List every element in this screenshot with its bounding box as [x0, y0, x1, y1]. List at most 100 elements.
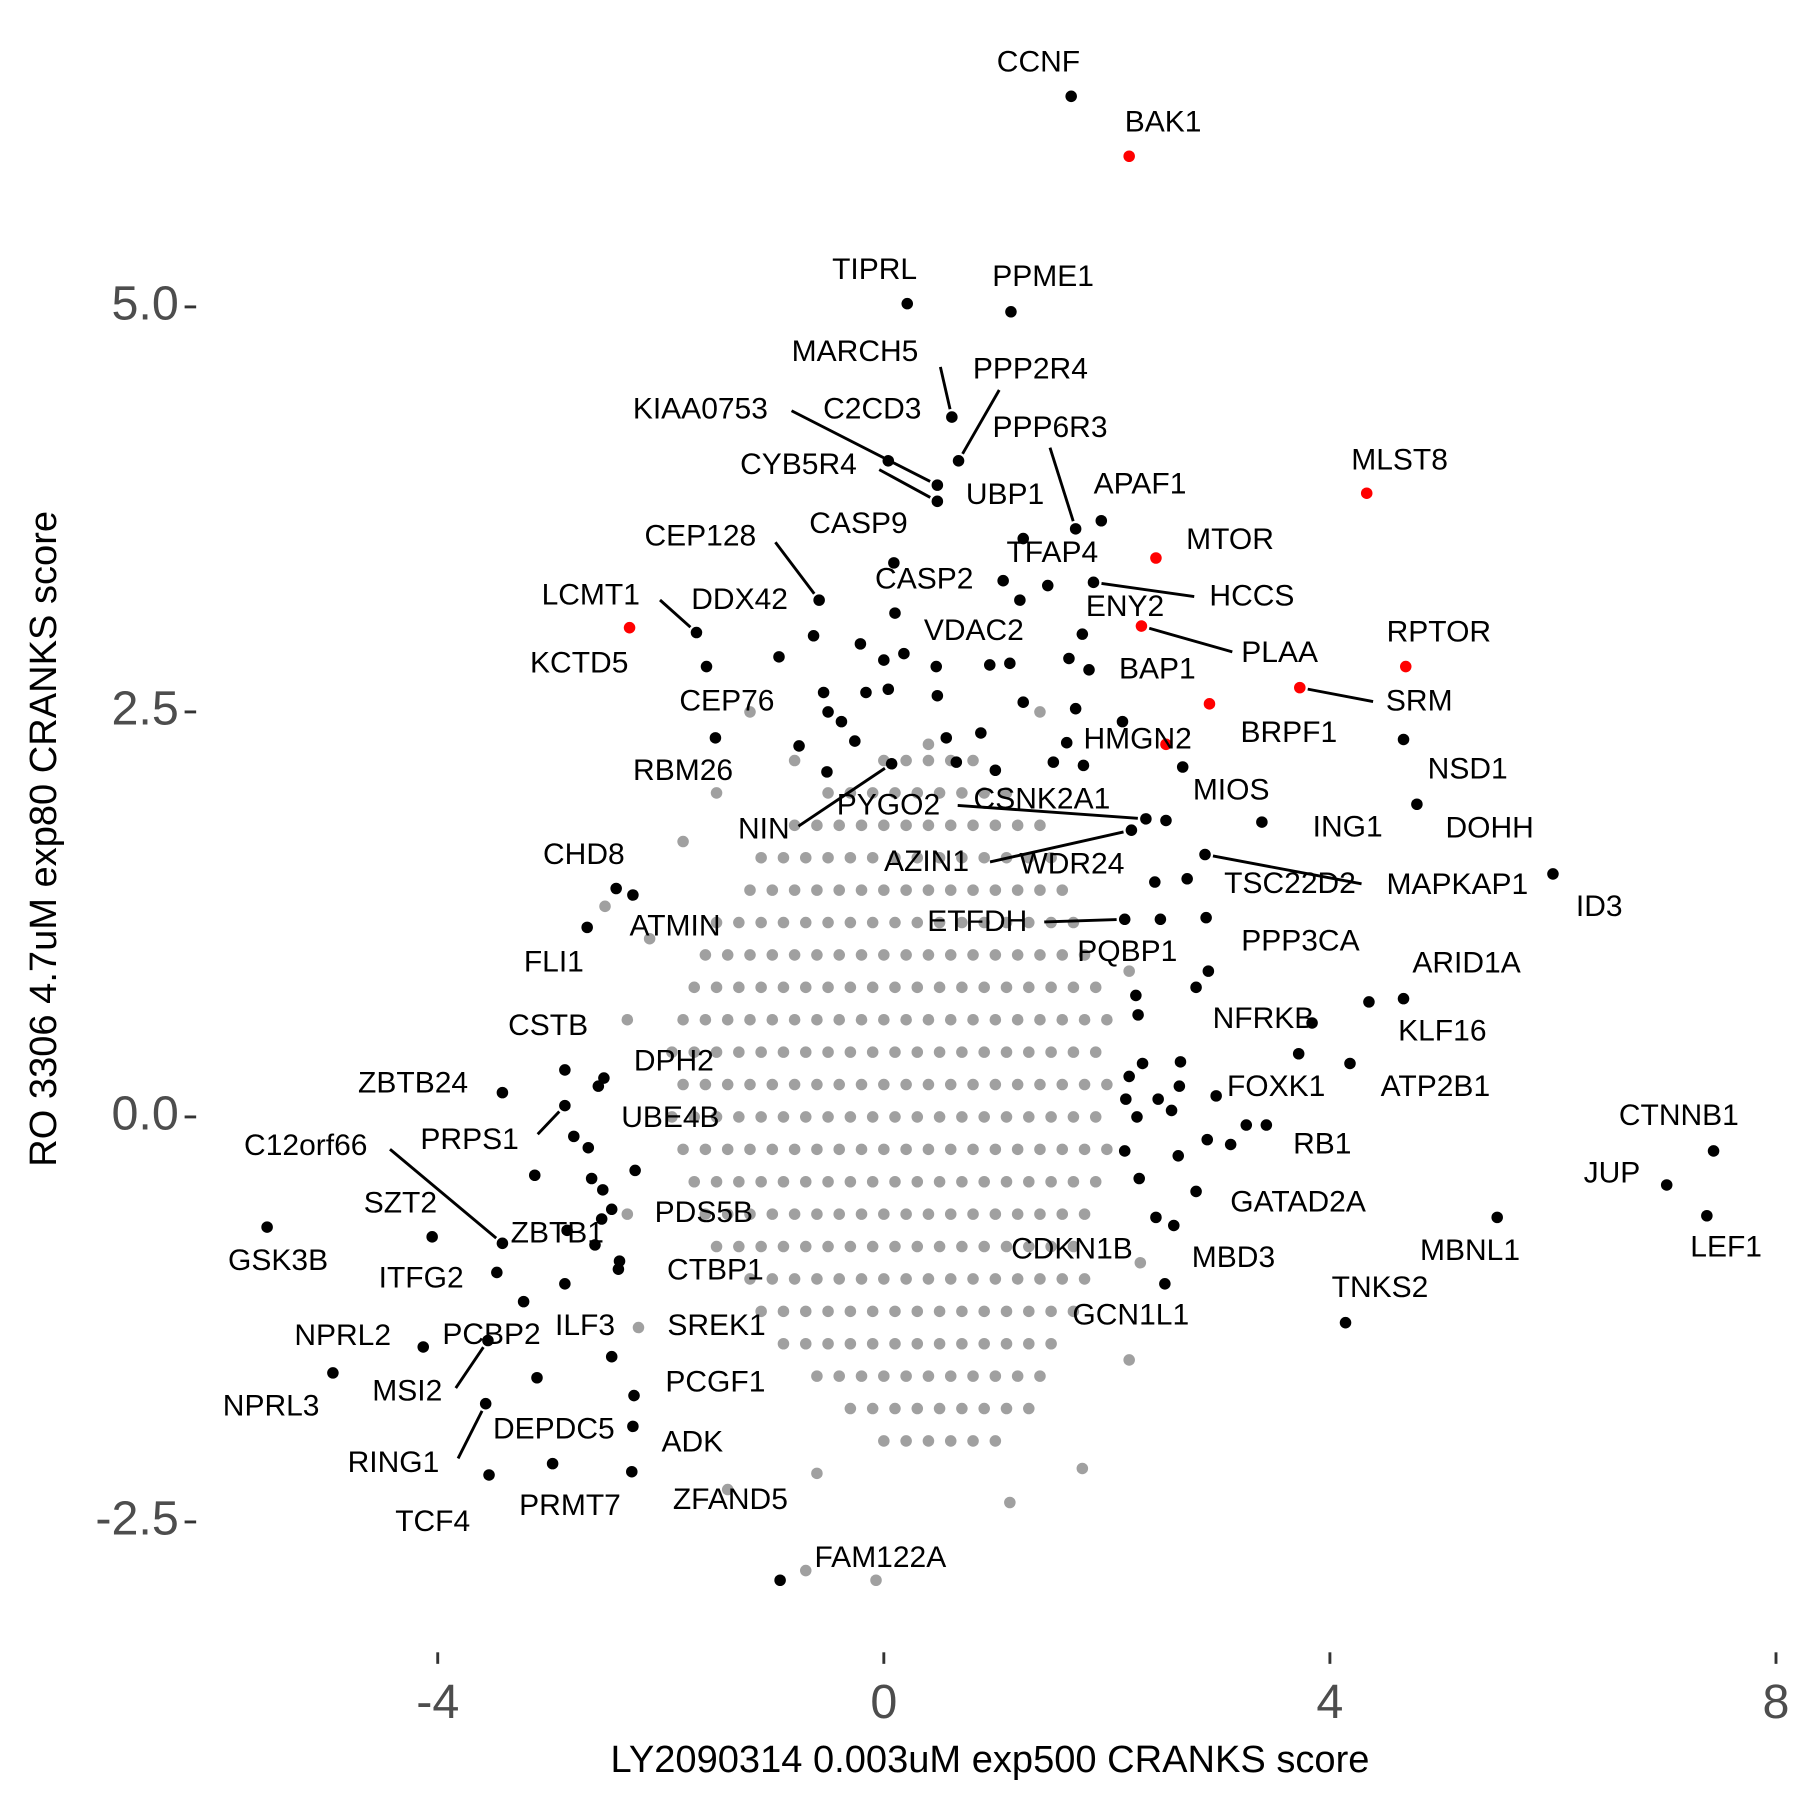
point: [822, 981, 834, 994]
point: [777, 1175, 790, 1188]
point: [1063, 652, 1075, 665]
point-label: DPH2: [634, 1045, 714, 1078]
point: [933, 1305, 946, 1318]
point: [799, 1046, 812, 1058]
point: [922, 1273, 935, 1285]
point: [744, 884, 756, 896]
point: [900, 1370, 912, 1382]
point: [889, 1046, 901, 1058]
point: [1023, 1305, 1035, 1318]
point: [1397, 992, 1410, 1005]
point: [1089, 1175, 1102, 1188]
point: [755, 981, 767, 994]
point: [882, 455, 895, 467]
point-label: CTBP1: [667, 1253, 764, 1286]
point: [1130, 989, 1142, 1002]
point: [889, 916, 901, 929]
point: [755, 1111, 767, 1123]
point-label: CSNK2A1: [974, 783, 1111, 816]
point-label: MBNL1: [1420, 1234, 1520, 1267]
point: [978, 1111, 990, 1123]
point: [788, 1013, 801, 1026]
point: [978, 1046, 990, 1058]
point: [613, 1255, 626, 1267]
point: [677, 1078, 689, 1091]
point-label: NIN: [738, 813, 790, 846]
point-label: WDR24: [1019, 847, 1124, 880]
point: [944, 949, 957, 961]
x-tick-label: 0: [870, 1675, 897, 1729]
point: [922, 1078, 935, 1091]
point: [967, 1078, 979, 1091]
point: [632, 1321, 645, 1334]
point: [688, 1175, 701, 1188]
x-tick-label: 4: [1316, 1675, 1343, 1729]
point: [666, 1111, 678, 1123]
point: [822, 706, 834, 718]
point: [807, 630, 820, 642]
point: [1123, 1354, 1135, 1366]
point: [666, 1046, 678, 1058]
point-label: ITFG2: [379, 1262, 464, 1295]
point: [1174, 1056, 1187, 1068]
point: [1011, 819, 1024, 832]
point: [944, 1078, 957, 1091]
point: [1159, 1278, 1171, 1290]
point: [878, 1143, 890, 1156]
point: [1136, 1057, 1149, 1070]
leader-line: [1101, 582, 1195, 598]
point: [559, 1064, 571, 1076]
point: [878, 1078, 890, 1091]
point-label: RBM26: [633, 754, 733, 787]
point: [944, 1013, 957, 1026]
point: [688, 1046, 701, 1058]
point: [888, 557, 900, 569]
point: [1078, 949, 1091, 961]
point-label: KLF16: [1398, 1015, 1486, 1048]
point: [1023, 1111, 1035, 1123]
point: [1224, 1138, 1237, 1151]
point: [866, 1305, 879, 1318]
point: [911, 1111, 924, 1123]
point: [1034, 884, 1046, 896]
point: [889, 607, 901, 619]
point: [599, 900, 611, 913]
point: [822, 787, 834, 799]
point-label: NPRL2: [294, 1319, 391, 1352]
point: [766, 949, 779, 961]
point: [989, 1208, 1002, 1220]
x-tick-label: 8: [1763, 1675, 1790, 1729]
point: [1078, 1013, 1091, 1026]
point: [1056, 1208, 1069, 1220]
point: [944, 884, 957, 896]
point: [978, 851, 990, 864]
point: [1069, 523, 1082, 535]
point: [517, 1295, 530, 1308]
point: [989, 1370, 1002, 1382]
point: [585, 1172, 598, 1185]
point: [1201, 1133, 1214, 1146]
point: [1133, 1172, 1145, 1185]
point: [788, 1143, 801, 1156]
point: [1056, 1013, 1069, 1026]
point: [1101, 1013, 1113, 1026]
point: [1011, 1143, 1024, 1156]
point-label: ING1: [1313, 810, 1383, 843]
point: [774, 1574, 786, 1587]
point: [1077, 759, 1090, 772]
point: [866, 916, 879, 929]
point: [833, 1208, 845, 1220]
point-label: UBE4B: [621, 1101, 719, 1134]
point: [1149, 876, 1161, 888]
point: [1045, 1046, 1057, 1058]
point: [710, 916, 723, 929]
point-label: KIAA0753: [633, 393, 768, 426]
point: [900, 1273, 912, 1285]
point: [933, 787, 946, 799]
point: [878, 1370, 890, 1382]
point-label: MTOR: [1186, 523, 1274, 556]
point: [866, 1111, 879, 1123]
point: [844, 1046, 857, 1058]
